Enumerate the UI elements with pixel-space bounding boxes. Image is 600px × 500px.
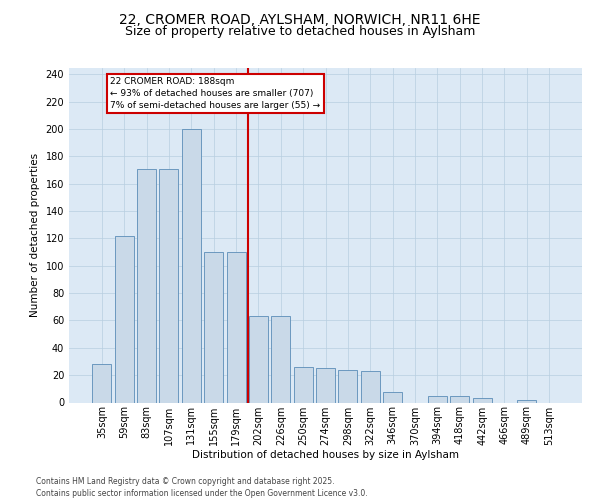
Bar [517,400,536,402]
Y-axis label: Number of detached properties: Number of detached properties [30,153,40,317]
X-axis label: Distribution of detached houses by size in Aylsham: Distribution of detached houses by size … [192,450,459,460]
Bar [227,252,245,402]
Text: Contains HM Land Registry data © Crown copyright and database right 2025.
Contai: Contains HM Land Registry data © Crown c… [36,476,368,498]
Bar [204,252,223,402]
Bar [473,398,491,402]
Bar [293,367,313,402]
Text: 22 CROMER ROAD: 188sqm
← 93% of detached houses are smaller (707)
7% of semi-det: 22 CROMER ROAD: 188sqm ← 93% of detached… [110,77,320,110]
Text: Size of property relative to detached houses in Aylsham: Size of property relative to detached ho… [125,25,475,38]
Bar [450,396,469,402]
Bar [383,392,402,402]
Bar [271,316,290,402]
Text: 22, CROMER ROAD, AYLSHAM, NORWICH, NR11 6HE: 22, CROMER ROAD, AYLSHAM, NORWICH, NR11 … [119,12,481,26]
Bar [316,368,335,402]
Bar [361,371,380,402]
Bar [428,396,447,402]
Bar [137,168,156,402]
Bar [115,236,134,402]
Bar [338,370,358,402]
Bar [160,168,178,402]
Bar [249,316,268,402]
Bar [92,364,112,403]
Bar [182,129,201,402]
